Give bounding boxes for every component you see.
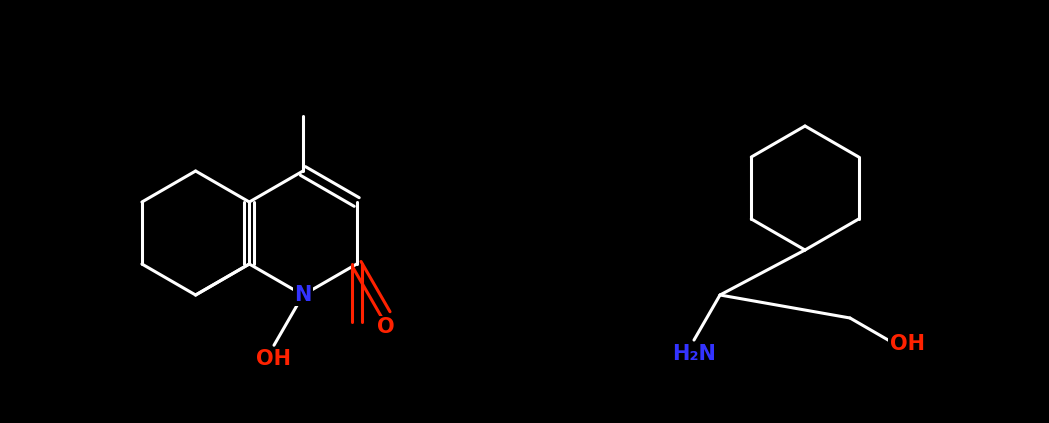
Text: H₂N: H₂N — [672, 344, 715, 364]
Text: O: O — [377, 317, 394, 337]
Text: OH: OH — [890, 334, 924, 354]
Text: N: N — [295, 285, 312, 305]
Text: OH: OH — [257, 349, 292, 369]
